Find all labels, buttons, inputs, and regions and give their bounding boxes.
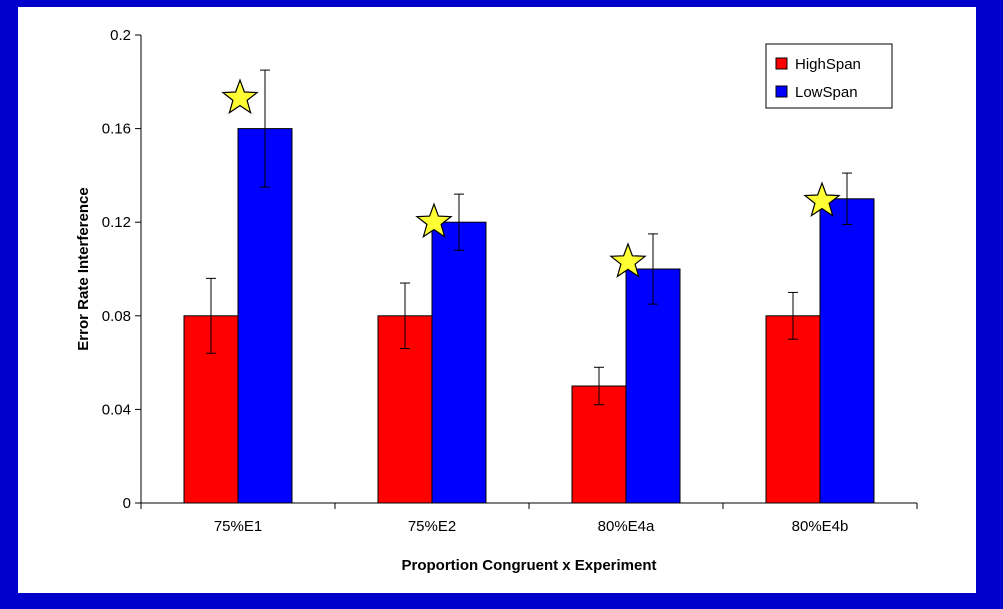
y-tick-label: 0.12 <box>102 214 131 231</box>
y-tick-label: 0.16 <box>102 121 131 138</box>
bar-highspan-4 <box>765 315 821 504</box>
x-ticks: 75%E1 75%E2 80%E4a 80%E4b <box>140 503 918 535</box>
bar-lowspan-3 <box>625 268 681 504</box>
legend-label-highspan: HighSpan <box>795 56 861 73</box>
star-icon <box>221 78 259 115</box>
star-icon <box>609 242 647 278</box>
x-tick-label: 80%E4a <box>598 518 655 535</box>
bar-chart: 0 0.04 0.08 0.12 0.16 0.2 75%E1 75%E2 80%E4a 80%… <box>75 27 918 574</box>
significance-stars <box>221 78 841 278</box>
legend-label-lowspan: LowSpan <box>795 84 858 101</box>
bars <box>183 128 875 504</box>
chart-panel: 0 0.04 0.08 0.12 0.16 0.2 75%E1 75%E2 80%E4a 80%… <box>18 7 976 593</box>
y-tick-label: 0.04 <box>102 401 131 418</box>
x-tick-label: 75%E1 <box>214 518 262 535</box>
bar-lowspan-4 <box>819 198 875 504</box>
y-tick-label: 0 <box>123 495 131 512</box>
y-tick-label: 0.2 <box>110 27 131 44</box>
error-bars <box>206 69 852 406</box>
x-tick-label: 75%E2 <box>408 518 456 535</box>
y-ticks: 0 0.04 0.08 0.12 0.16 0.2 <box>102 27 141 512</box>
y-tick-label: 0.08 <box>102 308 131 325</box>
star-icon <box>803 181 841 217</box>
legend: HighSpan LowSpan <box>765 43 893 109</box>
x-axis-title: Proportion Congruent x Experiment <box>401 557 656 574</box>
bar-lowspan-2 <box>431 221 487 504</box>
legend-swatch-highspan <box>775 57 788 70</box>
x-tick-label: 80%E4b <box>792 518 849 535</box>
legend-swatch-lowspan <box>775 85 788 98</box>
bar-highspan-3 <box>571 385 627 504</box>
star-icon <box>415 202 453 239</box>
y-axis-title: Error Rate Interference <box>75 187 92 350</box>
